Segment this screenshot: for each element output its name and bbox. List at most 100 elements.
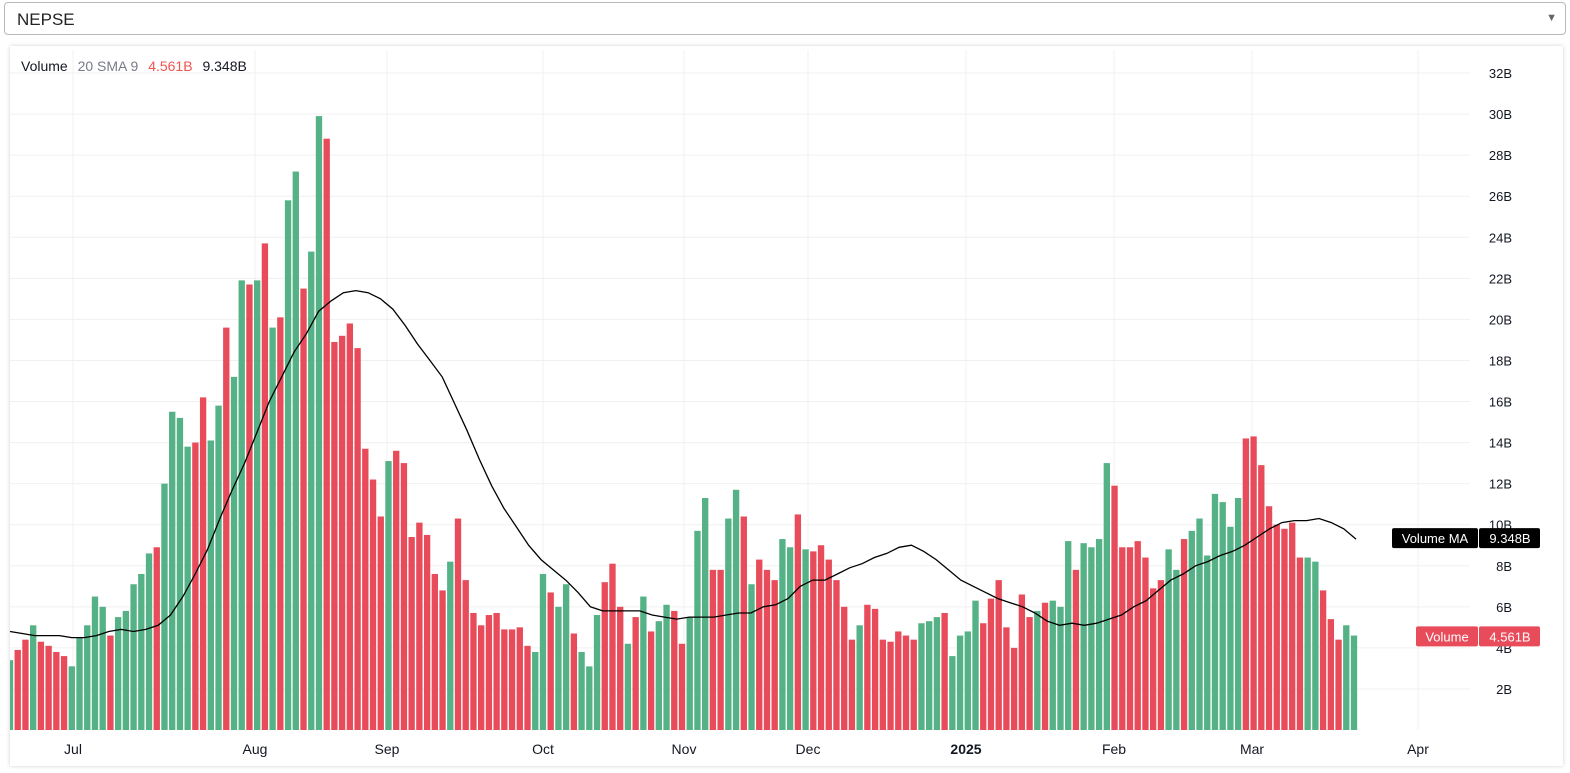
y-tick-label: 28B: [1489, 148, 1512, 163]
volume-bar: [284, 200, 292, 730]
x-tick-label: Mar: [1240, 741, 1264, 757]
volume-bar: [145, 553, 153, 730]
volume-bar: [1134, 541, 1141, 730]
volume-bar: [408, 537, 415, 730]
volume-bar: [315, 116, 323, 731]
volume-bar: [192, 442, 199, 730]
y-tick-label: 2B: [1496, 682, 1512, 697]
volume-badge-label: Volume: [1425, 629, 1468, 644]
volume-bar: [833, 580, 840, 730]
y-tick-label: 24B: [1489, 230, 1512, 245]
volume-badge-value-bg: [1479, 626, 1540, 647]
volume-bar: [30, 625, 37, 730]
volume-bar: [725, 518, 732, 730]
x-tick-label: Nov: [672, 741, 697, 757]
volume-bar: [1242, 438, 1250, 730]
volume-bar: [933, 617, 941, 730]
volume-badge-value: 4.561B: [1489, 629, 1530, 644]
volume-bar: [1049, 600, 1056, 730]
volume-bar: [640, 596, 647, 730]
volume-bar: [1003, 627, 1010, 730]
volume-bar: [570, 633, 578, 730]
volume-bar: [22, 639, 29, 730]
y-tick-label: 22B: [1489, 271, 1512, 286]
volume-bar: [76, 637, 83, 730]
volume-bar: [277, 317, 284, 730]
selector-value: NEPSE: [17, 10, 75, 29]
volume-bar: [987, 598, 995, 730]
volume-bar: [199, 397, 207, 730]
volume-bar: [37, 641, 45, 730]
volume-bar: [439, 590, 446, 730]
volume-bar: [1281, 528, 1288, 730]
volume-bar: [60, 656, 68, 730]
volume-bar: [416, 522, 423, 730]
volume-bar: [99, 606, 106, 730]
volume-bar: [1057, 606, 1064, 730]
volume-bar: [68, 666, 75, 730]
volume-bar: [53, 651, 60, 730]
volume-ma-badge-value-bg: [1479, 528, 1540, 549]
volume-bar: [377, 516, 384, 730]
volume-bar: [817, 545, 825, 730]
volume-bar: [1265, 506, 1273, 730]
volume-bar: [1103, 463, 1110, 730]
volume-bar: [1010, 647, 1018, 730]
volume-bar: [910, 639, 917, 730]
volume-bar: [493, 612, 500, 730]
chart-legend: Volume 20 SMA 9 4.561B 9.348B: [21, 58, 253, 74]
volume-bar: [555, 606, 562, 730]
volume-bar: [501, 629, 508, 730]
volume-bar: [223, 327, 230, 730]
volume-bar: [1296, 557, 1304, 730]
volume-bar: [1150, 588, 1157, 730]
y-tick-label: 14B: [1489, 436, 1512, 451]
volume-bar: [230, 376, 238, 730]
volume-bar: [1234, 497, 1242, 730]
chart-panel[interactable]: [10, 46, 1563, 766]
volume-bar: [802, 549, 809, 730]
volume-bar: [763, 569, 771, 730]
volume-bar: [308, 251, 315, 730]
volume-bar: [269, 327, 276, 730]
volume-ma-badge-value: 9.348B: [1489, 531, 1530, 546]
volume-bar: [176, 417, 184, 730]
volume-bar: [1126, 547, 1134, 730]
volume-bar: [400, 463, 408, 730]
volume-bar: [246, 284, 253, 730]
volume-bar: [539, 573, 547, 730]
volume-bar: [848, 639, 856, 730]
volume-bar: [864, 604, 871, 730]
volume-bar: [941, 612, 948, 730]
volume-ma-badge: Volume MA 9.348B: [1392, 528, 1540, 549]
volume-bar: [122, 610, 130, 730]
symbol-selector[interactable]: NEPSE ▼: [4, 2, 1566, 35]
volume-bar: [617, 606, 624, 730]
volume-bar: [354, 348, 361, 730]
volume-bar: [895, 631, 902, 730]
y-tick-label: 8B: [1496, 559, 1512, 574]
volume-bar: [169, 411, 176, 730]
volume-bar: [300, 288, 307, 730]
volume-bar: [879, 639, 886, 730]
volume-bar: [1350, 635, 1358, 730]
y-tick-label: 12B: [1489, 477, 1512, 492]
volume-bar: [779, 539, 786, 730]
volume-bar: [1095, 539, 1103, 730]
volume-bar: [841, 606, 848, 730]
volume-bar: [972, 600, 979, 730]
volume-bar: [1250, 436, 1257, 730]
volume-bar: [593, 615, 601, 730]
x-tick-label: Feb: [1102, 741, 1126, 757]
volume-bar: [810, 551, 817, 730]
volume-ma-badge-label: Volume MA: [1402, 531, 1469, 546]
caret-down-icon: ▼: [1546, 12, 1557, 24]
volume-bar: [1312, 561, 1319, 730]
volume-bar: [369, 479, 377, 730]
volume-bar: [130, 584, 137, 730]
volume-bar: [10, 660, 14, 730]
volume-bar: [346, 323, 354, 730]
volume-bar: [454, 518, 462, 730]
volume-bar: [794, 514, 802, 730]
